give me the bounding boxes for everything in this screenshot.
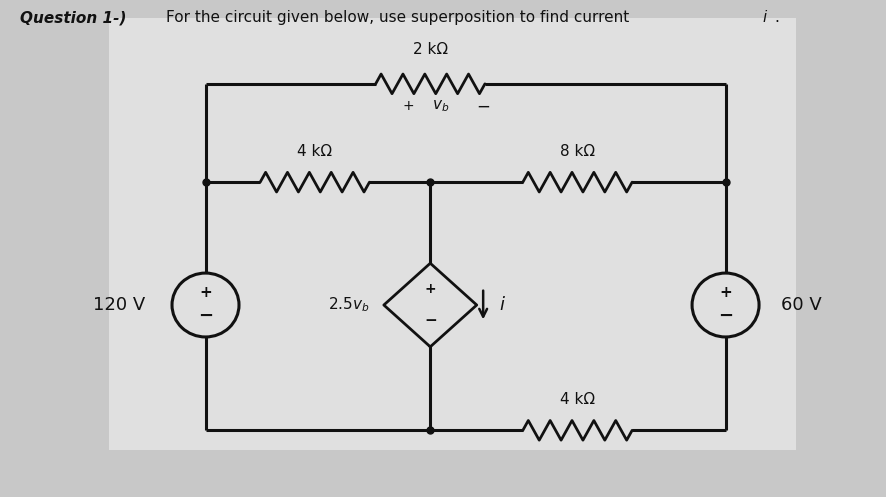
Text: $2.5v_b$: $2.5v_b$ [327,296,369,315]
Text: +: + [424,282,436,296]
Text: i: i [762,10,766,25]
Text: +: + [719,285,731,300]
Text: −: − [424,314,436,329]
Text: −: − [198,307,213,325]
Text: 4 kΩ: 4 kΩ [559,392,595,407]
Text: 8 kΩ: 8 kΩ [559,144,595,159]
Text: 2 kΩ: 2 kΩ [412,42,447,57]
Text: 4 kΩ: 4 kΩ [297,144,332,159]
Text: 60 V: 60 V [781,296,821,314]
Text: $+$: $+$ [401,99,414,113]
Text: .: . [773,10,778,25]
Text: For the circuit given below, use superposition to find current: For the circuit given below, use superpo… [166,10,633,25]
Text: $-$: $-$ [476,97,490,115]
Text: $v_b$: $v_b$ [431,98,449,114]
Text: −: − [717,307,733,325]
Text: +: + [199,285,212,300]
Text: 120 V: 120 V [93,296,145,314]
Bar [108,17,795,450]
Text: Question 1-): Question 1-) [20,10,127,25]
Text: $i$: $i$ [499,296,505,314]
